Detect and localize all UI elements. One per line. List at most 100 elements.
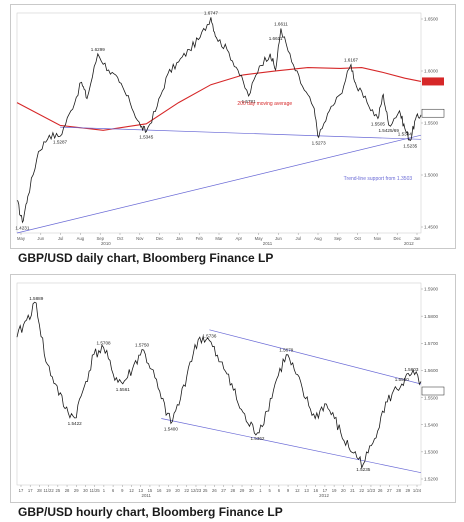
- price-annotation: 1.5736: [202, 334, 216, 339]
- price-line: [16, 17, 422, 224]
- y-tick-label: 1.6000: [424, 69, 438, 74]
- x-tick-label: 25: [56, 488, 61, 493]
- x-tick-label: Nov: [136, 236, 144, 241]
- x-tick-label: Mar: [215, 236, 223, 241]
- x-tick-label: Sep: [334, 236, 342, 241]
- x-tick-label: 29: [74, 488, 79, 493]
- trend-line-line-3: [60, 126, 422, 140]
- last-price-callout: [421, 386, 445, 396]
- y-tick-label: 1.5700: [424, 341, 438, 346]
- x-tick-label: 17: [19, 488, 24, 493]
- x-tick-label: 5: [268, 488, 271, 493]
- x-tick-label: 30: [249, 488, 254, 493]
- x-tick-label: 29: [405, 488, 410, 493]
- x-tick-label: Aug: [314, 236, 322, 241]
- x-tick-label: 20: [175, 488, 180, 493]
- price-annotation: 1.5422: [68, 421, 82, 426]
- x-group-label: 2011: [263, 241, 273, 246]
- price-annotation: 1.5362: [250, 436, 264, 441]
- price-annotation: 1.4231: [15, 225, 29, 230]
- x-tick-label: 20: [341, 488, 346, 493]
- x-group-label: 2012: [404, 241, 414, 246]
- price-annotation: 1.5235: [403, 144, 417, 149]
- x-group-label: 2010: [101, 241, 111, 246]
- price-annotation: 1.5400: [164, 426, 178, 431]
- y-tick-label: 1.5900: [424, 287, 438, 292]
- trend-line-line-2: [16, 134, 422, 234]
- y-tick-label: 1.5600: [424, 368, 438, 373]
- y-tick-label: 1.5000: [424, 173, 438, 178]
- x-tick-label: Jan: [176, 236, 183, 241]
- price-annotation: 1.6299: [91, 47, 105, 52]
- x-tick-label: 22: [184, 488, 189, 493]
- price-annotation: 1.5384: [398, 131, 412, 136]
- x-tick-label: 1/23: [367, 488, 376, 493]
- x-tick-label: 11/22: [44, 488, 55, 493]
- x-tick-label: May: [255, 236, 264, 241]
- y-tick-label: 1.4500: [424, 225, 438, 230]
- x-tick-label: Jun: [275, 236, 282, 241]
- support-label: Trend-line support from 1.3503: [344, 176, 413, 182]
- x-tick-label: 30: [83, 488, 88, 493]
- hourly-chart-svg: 1.5900 1.5800 1.5700 1.5600 1.5500 1.5400 1.53…: [16, 282, 445, 498]
- x-tick-label: Apr: [236, 236, 243, 241]
- x-tick-label: 6: [112, 488, 115, 493]
- daily-chart-caption: GBP/USD daily chart, Bloomberg Finance L…: [18, 251, 274, 265]
- x-tick-label: Dec: [393, 236, 400, 241]
- y-tick-label: 1.6500: [424, 17, 438, 22]
- last-price-callout: [421, 108, 445, 118]
- ma-price-callout: [422, 77, 444, 86]
- plot-frame: [16, 12, 422, 234]
- price-annotation: 1.5679: [279, 348, 293, 353]
- hourly-chart-caption: GBP/USD hourly chart, Bloomberg Finance …: [18, 505, 283, 519]
- x-tick-label: 28: [230, 488, 235, 493]
- price-annotation: 1.5425/69: [378, 128, 399, 133]
- hourly-chart-panel: 1.5900 1.5800 1.5700 1.5600 1.5500 1.5400 1.53…: [0, 268, 464, 522]
- x-tick-label: 9: [287, 488, 290, 493]
- ma-label: 200 day moving average: [237, 101, 292, 107]
- x-tick-label: 25: [203, 488, 208, 493]
- x-tick-label: 16: [157, 488, 162, 493]
- x-group-label: 2011: [142, 493, 152, 498]
- x-tick-label: 13: [304, 488, 309, 493]
- price-annotation: 1.6747: [204, 10, 218, 15]
- price-annotation: 1.5889: [29, 296, 43, 301]
- x-tick-label: 29: [240, 488, 245, 493]
- x-tick-label: 19: [332, 488, 337, 493]
- price-annotation: 1.5708: [97, 341, 111, 346]
- price-annotation: 1.6167: [344, 58, 358, 63]
- x-tick-label: 22: [359, 488, 364, 493]
- price-annotation: 1.5273: [312, 140, 326, 145]
- price-annotation: 1.6611: [274, 21, 288, 26]
- x-tick-label: Jan: [414, 236, 421, 241]
- x-tick-label: Nov: [374, 236, 382, 241]
- x-tick-label: 13: [138, 488, 143, 493]
- y-tick-label: 1.5800: [424, 314, 438, 319]
- x-group-label: 2012: [319, 493, 329, 498]
- y-tick-label: 1.5500: [424, 121, 438, 126]
- price-annotation: 1.5287: [53, 139, 67, 144]
- x-tick-label: Dec: [156, 236, 163, 241]
- x-tick-label: 27: [221, 488, 226, 493]
- daily-chart-svg: 1.6500 1.6000 1.5500 1.5000 1.4500 May Jun Jul A…: [15, 10, 445, 246]
- x-tick-label: 11/25: [90, 488, 101, 493]
- price-annotation: 1.5750: [135, 343, 149, 348]
- daily-chart: 1.6500 1.6000 1.5500 1.5000 1.4500 May Jun Jul A…: [10, 4, 456, 249]
- x-tick-label: 19: [166, 488, 171, 493]
- y-tick-label: 1.5400: [424, 422, 438, 427]
- x-tick-label: 17: [323, 488, 328, 493]
- x-tick-label: 28: [396, 488, 401, 493]
- x-tick-label: May: [17, 236, 26, 241]
- y-tick-label: 1.5300: [424, 450, 438, 455]
- price-annotation: 1.5345: [139, 135, 153, 140]
- x-tick-label: 28: [65, 488, 70, 493]
- price-annotation: 1.5781: [242, 99, 256, 104]
- x-tick-label: Oct: [354, 236, 361, 241]
- price-annotation: 1.5550: [395, 377, 409, 382]
- price-annotation: 1.5603: [404, 367, 418, 372]
- x-tick-label: Aug: [77, 236, 85, 241]
- price-annotation: 1.5561: [116, 387, 130, 392]
- x-tick-label: 17: [28, 488, 33, 493]
- x-tick-label: 27: [387, 488, 392, 493]
- price-line: [16, 301, 422, 470]
